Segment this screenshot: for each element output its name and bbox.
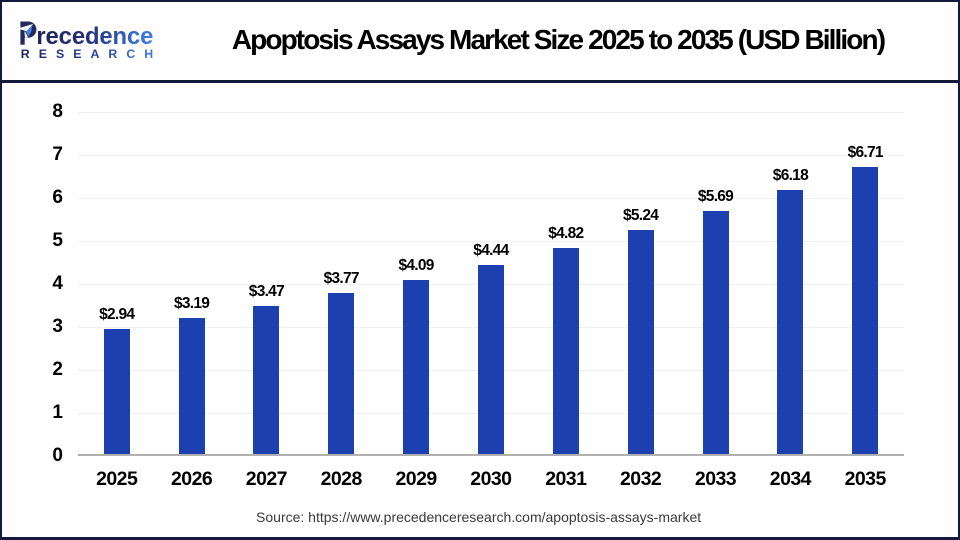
svg-text:recedence: recedence [36, 23, 153, 50]
svg-text:RESEARCH: RESEARCH [21, 47, 162, 61]
